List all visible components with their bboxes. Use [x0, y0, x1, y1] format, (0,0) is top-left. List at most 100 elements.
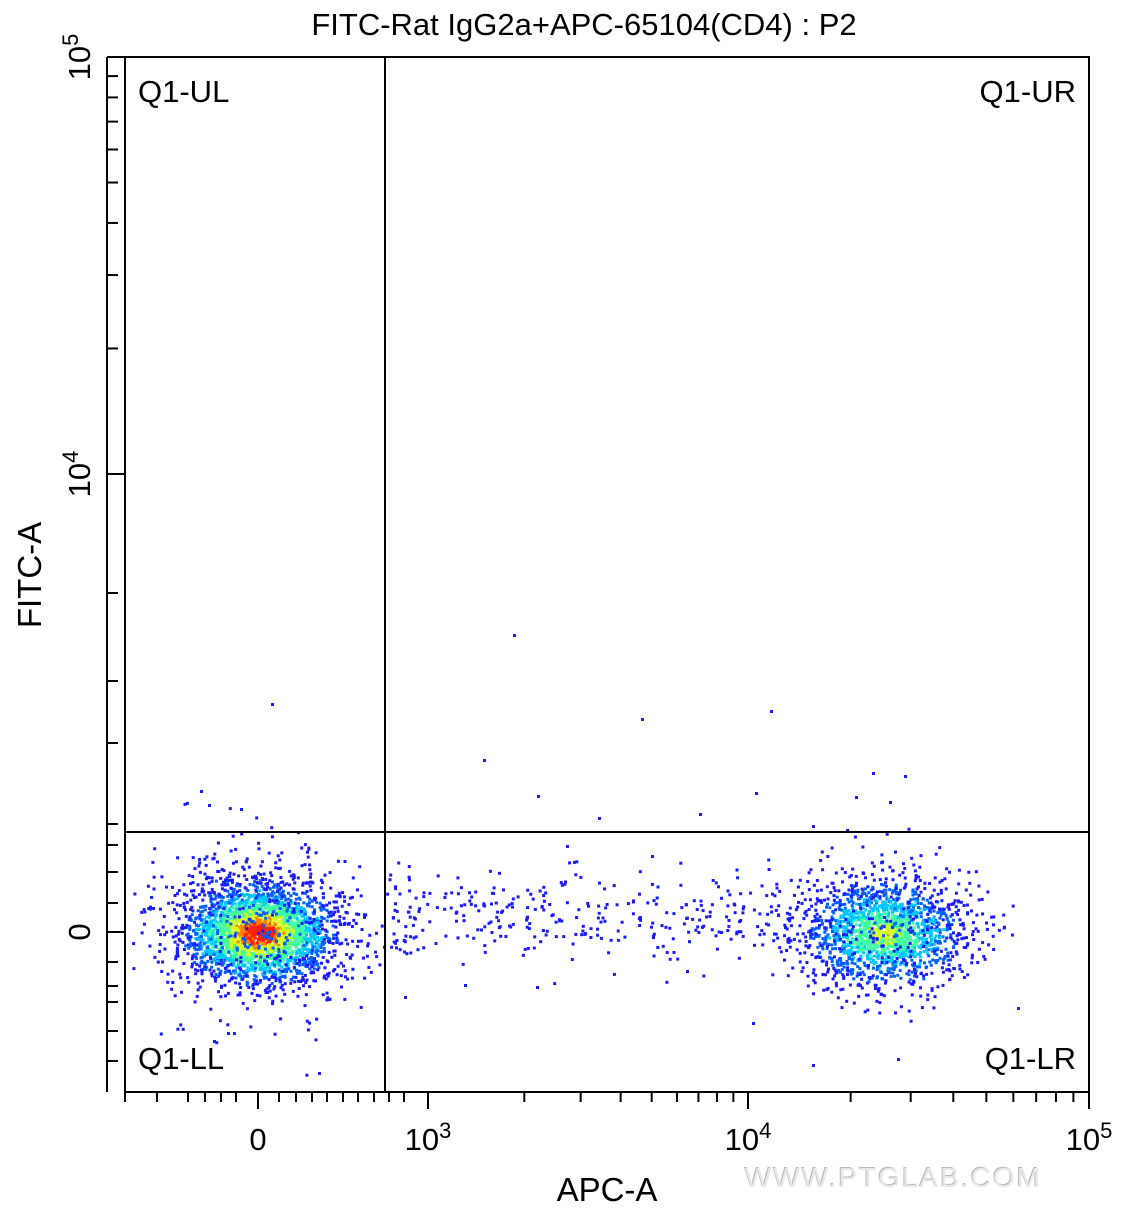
event-dot: [311, 945, 315, 949]
event-dot: [277, 937, 281, 940]
event-dot: [256, 918, 260, 922]
event-dot: [270, 874, 274, 878]
event-dot: [806, 974, 810, 978]
event-dot: [902, 862, 905, 866]
event-dot: [279, 912, 283, 916]
event-dot: [862, 917, 866, 921]
event-dot: [174, 934, 178, 938]
event-dot: [160, 970, 164, 973]
event-dot: [840, 1006, 844, 1010]
event-dot: [276, 899, 280, 903]
event-dot: [876, 915, 880, 919]
event-dot: [316, 968, 320, 972]
event-dot: [874, 930, 878, 934]
event-dot: [992, 948, 996, 951]
event-dot: [890, 950, 894, 954]
event-dot: [319, 886, 323, 890]
event-dot: [931, 919, 935, 923]
event-dot: [925, 972, 929, 976]
event-dot: [241, 920, 245, 924]
event-dot: [832, 939, 836, 943]
event-dot: [235, 928, 239, 932]
event-dot: [526, 888, 530, 892]
event-dot: [284, 916, 287, 920]
event-dot: [837, 906, 841, 910]
event-dot: [231, 902, 235, 906]
event-dot: [301, 929, 305, 933]
event-dot: [810, 927, 814, 931]
event-dot: [909, 898, 913, 902]
event-dot: [970, 956, 974, 960]
event-dot: [882, 939, 886, 943]
event-dot: [951, 955, 955, 958]
event-dot: [201, 921, 205, 925]
event-dot: [340, 904, 344, 908]
event-dot: [207, 927, 211, 931]
event-dot: [244, 917, 248, 921]
event-dot: [229, 849, 233, 853]
event-dot: [865, 903, 869, 907]
event-dot: [960, 970, 964, 973]
event-dot: [283, 907, 287, 911]
event-dot: [246, 968, 250, 972]
event-dot: [303, 973, 307, 977]
event-dot: [893, 924, 897, 928]
event-dot: [866, 993, 870, 997]
event-dot: [846, 973, 849, 976]
event-dot: [838, 899, 842, 903]
event-dot: [974, 870, 978, 874]
event-dot: [337, 891, 341, 895]
event-dot: [255, 979, 259, 983]
event-dot: [207, 933, 211, 936]
event-dot: [923, 925, 927, 929]
event-dot: [291, 989, 295, 993]
event-dot: [821, 868, 825, 872]
event-dot: [301, 923, 305, 927]
event-dot: [170, 929, 174, 933]
event-dot: [216, 929, 220, 932]
event-dot: [245, 983, 249, 987]
event-dot: [253, 936, 257, 940]
event-dot: [892, 918, 896, 922]
event-dot: [242, 867, 246, 871]
event-dot: [952, 939, 956, 943]
event-dot: [877, 904, 881, 908]
event-dot: [195, 916, 199, 920]
event-dot: [255, 911, 259, 915]
event-dot: [355, 912, 359, 916]
event-dot: [838, 923, 842, 926]
event-dot: [359, 939, 363, 943]
event-dot: [241, 1001, 245, 1005]
event-dot: [857, 941, 861, 945]
event-dot: [223, 888, 227, 892]
event-dot: [214, 945, 218, 948]
event-dot: [339, 923, 343, 927]
event-dot: [886, 908, 890, 912]
event-dot: [198, 917, 202, 921]
event-dot: [315, 950, 318, 954]
event-dot: [317, 943, 321, 947]
event-dot: [801, 932, 805, 936]
event-dot: [205, 965, 209, 969]
event-dot: [855, 946, 859, 949]
event-dot: [231, 935, 235, 939]
event-dot: [271, 908, 275, 912]
event-dot: [931, 903, 935, 907]
event-dot: [938, 880, 942, 884]
event-dot: [830, 881, 834, 885]
event-dot: [859, 905, 862, 909]
event-dot: [223, 958, 227, 962]
event-dot: [848, 933, 852, 937]
event-dot: [875, 976, 879, 980]
event-dot: [956, 899, 960, 903]
event-dot: [277, 950, 281, 954]
event-dot: [231, 910, 234, 914]
event-dot: [881, 883, 885, 887]
event-dot: [196, 883, 200, 887]
event-dot: [844, 925, 848, 929]
event-dot: [282, 945, 286, 949]
event-dot: [204, 920, 208, 924]
event-dot: [896, 906, 900, 910]
event-dot: [240, 898, 244, 902]
event-dot: [891, 971, 895, 975]
